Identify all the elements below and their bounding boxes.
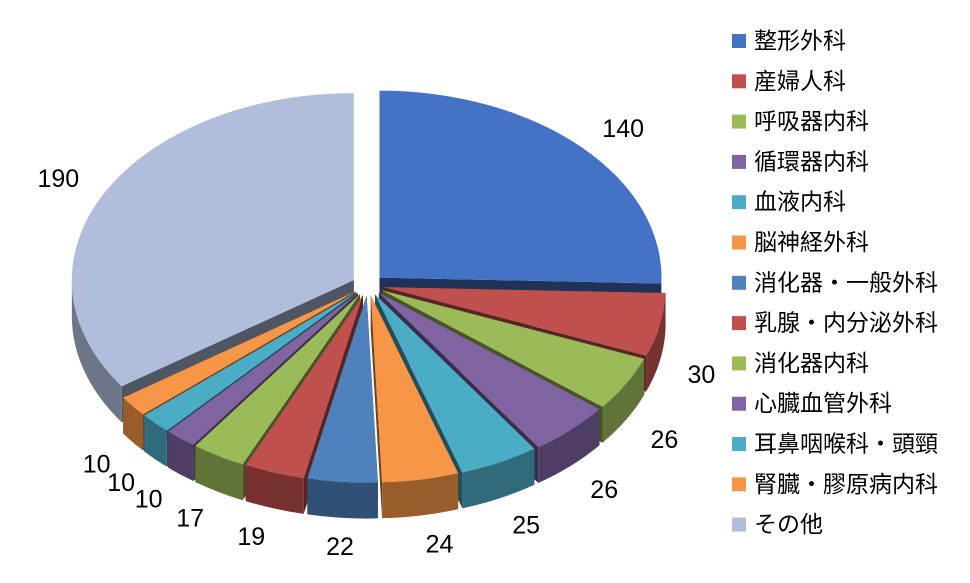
data-label-8: 19	[237, 523, 265, 551]
legend-item-3: 呼吸器内科	[732, 109, 869, 135]
legend-swatch	[732, 235, 746, 250]
data-label-7: 22	[326, 533, 354, 561]
pie-top-layer	[71, 90, 666, 483]
pie-slice-1	[379, 90, 662, 284]
legend-label: 心臓血管外科	[754, 391, 892, 417]
data-label-2: 30	[688, 361, 716, 389]
data-label-3: 26	[651, 426, 679, 454]
legend-swatch	[732, 114, 746, 129]
legend-label: 乳腺・内分泌外科	[754, 311, 938, 337]
pie-slice-9	[195, 294, 360, 465]
legend-item-6: 脳神経外科	[732, 230, 869, 256]
pie-slice-edge	[71, 280, 122, 423]
legend-label: 耳鼻咽喉科・頭頸	[754, 432, 938, 458]
legend-swatch	[732, 517, 746, 532]
pie-slice-12	[123, 291, 356, 415]
legend-label: 血液内科	[754, 190, 846, 216]
legend-label: 消化器・一般外科	[754, 270, 938, 296]
pie-slice-3	[381, 290, 645, 407]
legend-label: 循環器内科	[754, 149, 869, 175]
data-label-6: 24	[426, 531, 454, 559]
legend-label: 消化器内科	[754, 351, 869, 377]
pie-slice-7	[307, 295, 378, 483]
legend-item-8: 乳腺・内分泌外科	[732, 311, 938, 337]
data-label-9: 17	[176, 505, 204, 533]
legend-item-13: その他	[732, 512, 823, 538]
legend-item-10: 心臓血管外科	[732, 391, 892, 417]
pie-slice-edge	[123, 397, 144, 451]
pie-slice-5	[375, 294, 535, 473]
legend-item-4: 循環器内科	[732, 149, 869, 175]
pie-slice-edge	[602, 358, 645, 443]
legend-swatch	[732, 195, 746, 210]
legend-swatch	[732, 396, 746, 411]
data-label-11: 10	[107, 469, 135, 497]
pie-slice-edge	[144, 415, 167, 467]
legend-swatch	[732, 34, 746, 48]
pie-slice-13	[71, 93, 354, 387]
legend-item-5: 血液内科	[732, 190, 846, 216]
data-label-12: 10	[83, 450, 111, 478]
data-label-13: 190	[37, 165, 79, 193]
pie-slice-edge	[538, 409, 600, 484]
chart-legend: 整形外科産婦人科呼吸器内科循環器内科血液内科脳神経外科消化器・一般外科乳腺・内分…	[732, 29, 938, 538]
pie-slice-edge	[307, 478, 378, 519]
legend-label: 呼吸器内科	[754, 109, 869, 135]
pie-slice-4	[378, 292, 600, 448]
legend-swatch	[732, 275, 746, 290]
legend-swatch	[732, 477, 746, 492]
pie-slice-edge	[168, 431, 194, 482]
legend-item-11: 耳鼻咽喉科・頭頸	[732, 432, 938, 458]
pie-slice-edge	[245, 465, 304, 514]
pie-slice-edge	[646, 293, 666, 392]
legend-swatch	[732, 356, 746, 371]
legend-swatch	[732, 437, 746, 451]
data-label-1: 140	[602, 115, 644, 143]
pie-slice-6	[370, 295, 459, 483]
legend-swatch	[732, 154, 746, 169]
legend-label: その他	[754, 512, 823, 538]
legend-label: 産婦人科	[754, 69, 846, 95]
pie-slice-8	[245, 295, 363, 478]
pie-slice-11	[144, 292, 357, 431]
legend-label: 脳神経外科	[754, 230, 869, 256]
pie-slice-edge	[462, 448, 535, 509]
pie-slice-wall	[370, 295, 383, 519]
data-label-10: 10	[135, 486, 163, 514]
legend-item-7: 消化器・一般外科	[732, 270, 938, 296]
legend-swatch	[732, 316, 746, 331]
pie-slice-10	[168, 293, 358, 446]
legend-item-1: 整形外科	[732, 29, 846, 55]
legend-label: 整形外科	[754, 29, 846, 55]
data-label-4: 26	[590, 476, 618, 504]
legend-label: 腎臓・膠原病内科	[754, 472, 938, 498]
legend-swatch	[732, 74, 746, 89]
pie-slice-edge	[195, 445, 243, 501]
legend-item-2: 産婦人科	[732, 69, 846, 95]
legend-item-9: 消化器内科	[732, 351, 869, 377]
legend-item-12: 腎臓・膠原病内科	[732, 472, 938, 498]
pie-slice-2	[383, 287, 666, 356]
data-label-5: 25	[512, 512, 540, 540]
pie-slice-edge	[382, 473, 459, 519]
